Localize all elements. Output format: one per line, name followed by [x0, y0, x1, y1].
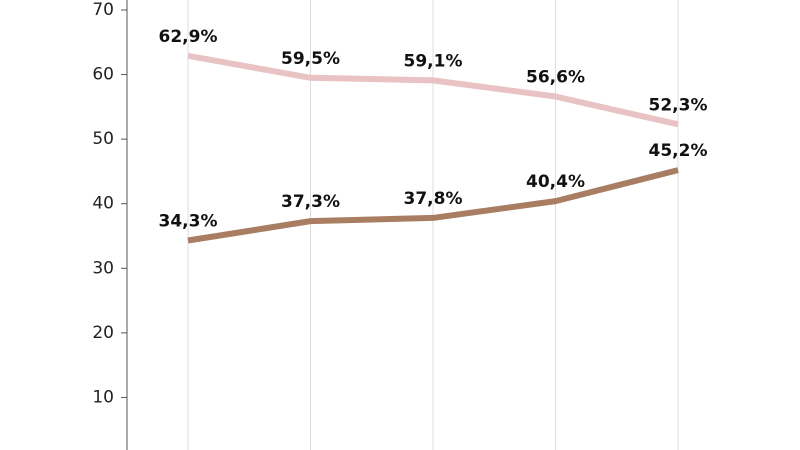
series-line: [187, 52, 679, 128]
value-label: 40,4%: [526, 172, 585, 192]
y-tick-label: 50: [92, 129, 114, 149]
y-tick-label: 30: [92, 258, 114, 278]
value-label: 37,3%: [281, 192, 340, 212]
y-tick-label: 20: [92, 323, 114, 343]
series-line: [187, 167, 679, 244]
y-tick-label: 10: [92, 387, 114, 407]
value-label: 34,3%: [159, 212, 218, 232]
value-label: 59,5%: [281, 49, 340, 69]
value-label: 52,3%: [649, 95, 708, 115]
value-label: 56,6%: [526, 68, 585, 88]
y-tick-label: 40: [92, 194, 114, 214]
value-label: 59,1%: [404, 51, 463, 71]
value-label: 37,8%: [404, 189, 463, 209]
y-tick-label: 60: [92, 65, 114, 85]
value-label: 62,9%: [159, 27, 218, 47]
value-label: 45,2%: [649, 141, 708, 161]
y-tick-label: 70: [92, 0, 114, 20]
